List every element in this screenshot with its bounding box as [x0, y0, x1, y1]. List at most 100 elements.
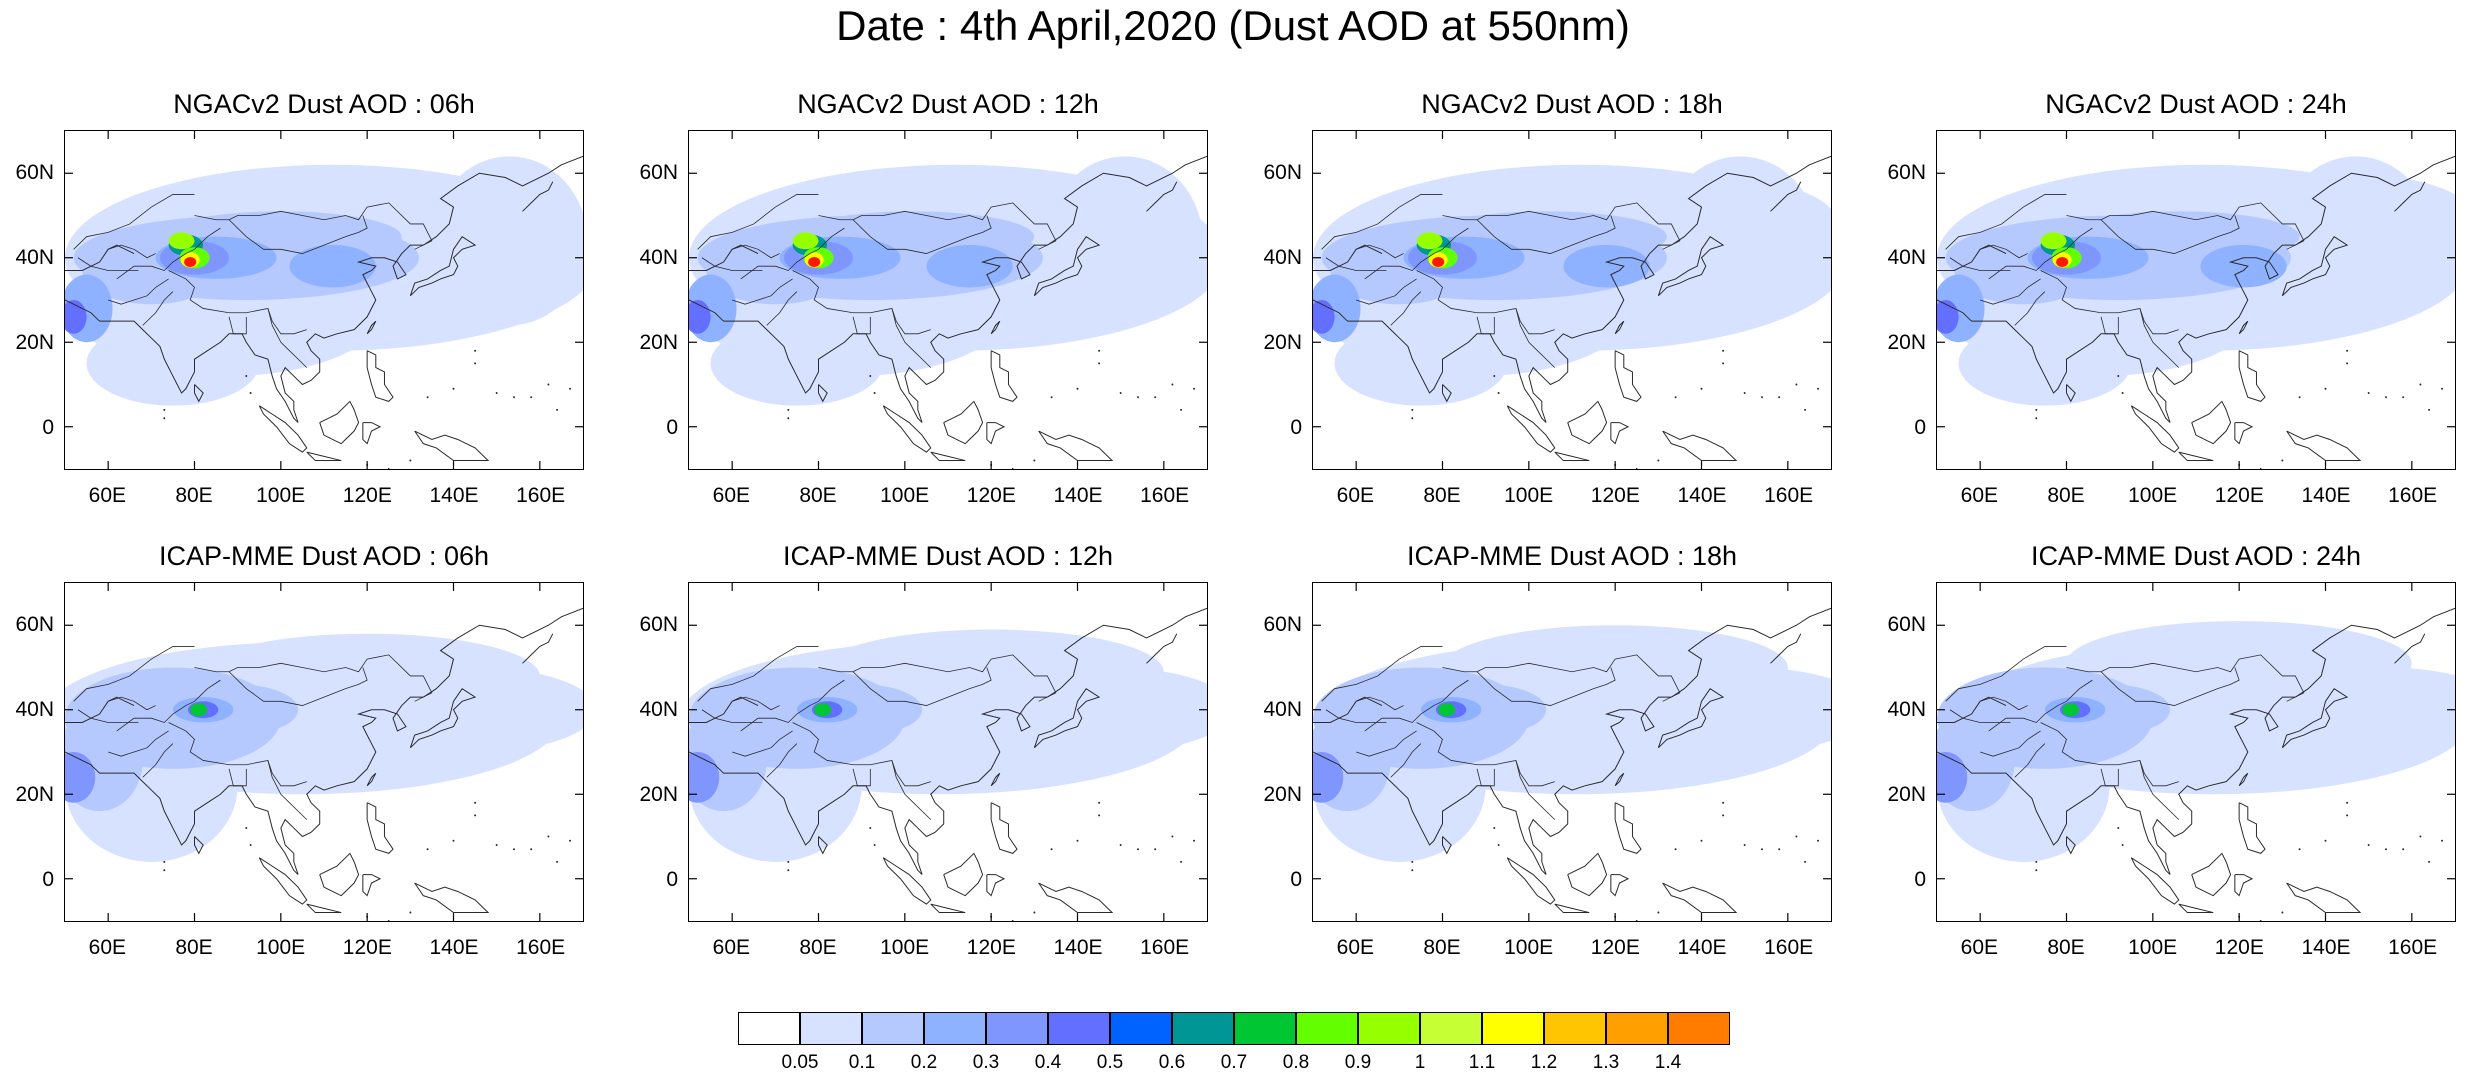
island — [1493, 827, 1496, 830]
lat-tick-label: 0 — [1290, 415, 1302, 439]
lat-tick-label: 20N — [1887, 782, 1926, 806]
lon-tick-label: 160E — [516, 936, 566, 959]
colorbar-label: 1.4 — [1654, 1052, 1682, 1073]
country-border — [1980, 244, 2028, 259]
panel-title: NGACv2 Dust AOD : 24h — [2045, 89, 2347, 119]
lon-tick-label: 140E — [1053, 484, 1103, 507]
island — [2324, 387, 2327, 390]
colorbar-swatch — [1606, 1012, 1668, 1045]
coastline — [2286, 882, 2362, 914]
map-panel: NGACv2 Dust AOD : 24h 60N 40N 20N 0 60E 80E 100… — [1887, 88, 2456, 568]
country-border — [73, 194, 195, 250]
coastline — [1146, 181, 1178, 212]
colorbar-label: 0.1 — [848, 1052, 876, 1073]
island — [2346, 801, 2349, 804]
colorbar-label: 1.2 — [1530, 1052, 1558, 1073]
coastline — [414, 430, 490, 462]
country-border — [732, 278, 793, 305]
coastline — [2191, 400, 2232, 445]
aod-field-blob — [1313, 752, 1344, 803]
coastline — [366, 772, 377, 787]
lon-tick-label: 160E — [1764, 484, 1814, 507]
island — [1700, 387, 1703, 390]
colorbar-swatch — [1296, 1012, 1358, 1045]
country-border — [766, 291, 798, 326]
lon-tick-label: 60E — [88, 484, 127, 507]
island — [1743, 391, 1746, 394]
dust-aod-map — [1313, 131, 1831, 469]
country-border — [1416, 722, 1555, 787]
coastline — [2281, 687, 2349, 749]
lon-tick-label: 80E — [2047, 936, 2085, 959]
lon-tick-label: 80E — [1423, 484, 1461, 507]
coastline — [362, 874, 382, 897]
lon-tick-label: 140E — [1053, 936, 1103, 959]
aod-field-blob — [1958, 321, 2132, 406]
coastline — [366, 350, 394, 402]
island — [1700, 839, 1703, 842]
map-panel: ICAP-MME Dust AOD : 12h 60N 40N 20N 0 60E 80E 1… — [639, 540, 1208, 1020]
lat-tick-label: 40N — [639, 245, 678, 269]
island — [426, 848, 429, 851]
country-border — [818, 654, 1057, 702]
coastline — [1313, 299, 1547, 423]
island — [1136, 396, 1139, 399]
country-border — [1356, 244, 1404, 259]
country-border — [1476, 667, 1616, 706]
island — [1098, 349, 1101, 352]
aod-field-blob — [1416, 232, 1443, 250]
lon-tick-label: 120E — [342, 484, 392, 507]
lon-tick-label: 140E — [429, 936, 479, 959]
colorbar-label: 0.2 — [910, 1052, 938, 1073]
coastline — [2066, 384, 2076, 403]
lon-tick-label: 100E — [2128, 484, 2178, 507]
island — [1804, 860, 1807, 863]
island — [426, 396, 429, 399]
country-border — [891, 308, 932, 368]
island — [474, 349, 477, 352]
lon-tick-label: 120E — [1590, 936, 1640, 959]
aod-field-blob — [814, 703, 832, 717]
lat-tick-label: 0 — [1914, 867, 1926, 891]
aod-field-blob — [792, 232, 819, 250]
island — [1411, 860, 1414, 863]
island — [409, 911, 412, 914]
island — [1011, 468, 1014, 469]
aod-field-blob — [65, 752, 96, 803]
figure-title: Date : 4th April,2020 (Dust AOD at 550nm… — [836, 2, 1630, 49]
aod-field-blob — [1425, 684, 1547, 736]
island — [1674, 848, 1677, 851]
aod-field-blob — [168, 232, 195, 250]
aod-field-blob — [1563, 245, 1650, 288]
coastline — [1657, 235, 1725, 297]
island — [163, 869, 166, 872]
coastline — [1937, 244, 2007, 271]
coastline — [366, 320, 377, 335]
island — [1193, 839, 1196, 842]
coastline — [990, 802, 1018, 854]
island — [556, 408, 559, 411]
island — [1760, 396, 1763, 399]
coastline — [1313, 751, 1547, 875]
map-frame — [64, 582, 584, 922]
lat-tick-label: 40N — [1263, 245, 1302, 269]
island — [2419, 835, 2422, 838]
island — [1076, 387, 1079, 390]
island — [1411, 417, 1414, 420]
coastline — [258, 857, 308, 905]
country-border — [1476, 316, 1495, 335]
island — [2281, 459, 2284, 462]
coastline — [904, 155, 1207, 423]
coastline — [986, 422, 1006, 445]
coastline — [1610, 422, 1630, 445]
island — [512, 396, 515, 399]
island — [530, 396, 533, 399]
colorbar-label: 1 — [1414, 1052, 1426, 1073]
island — [474, 362, 477, 365]
lat-tick-label: 60N — [1887, 612, 1926, 636]
coastline — [1033, 235, 1101, 297]
island — [495, 391, 498, 394]
island — [2259, 468, 2262, 469]
country-border — [1980, 730, 2041, 757]
country-border — [228, 768, 247, 787]
